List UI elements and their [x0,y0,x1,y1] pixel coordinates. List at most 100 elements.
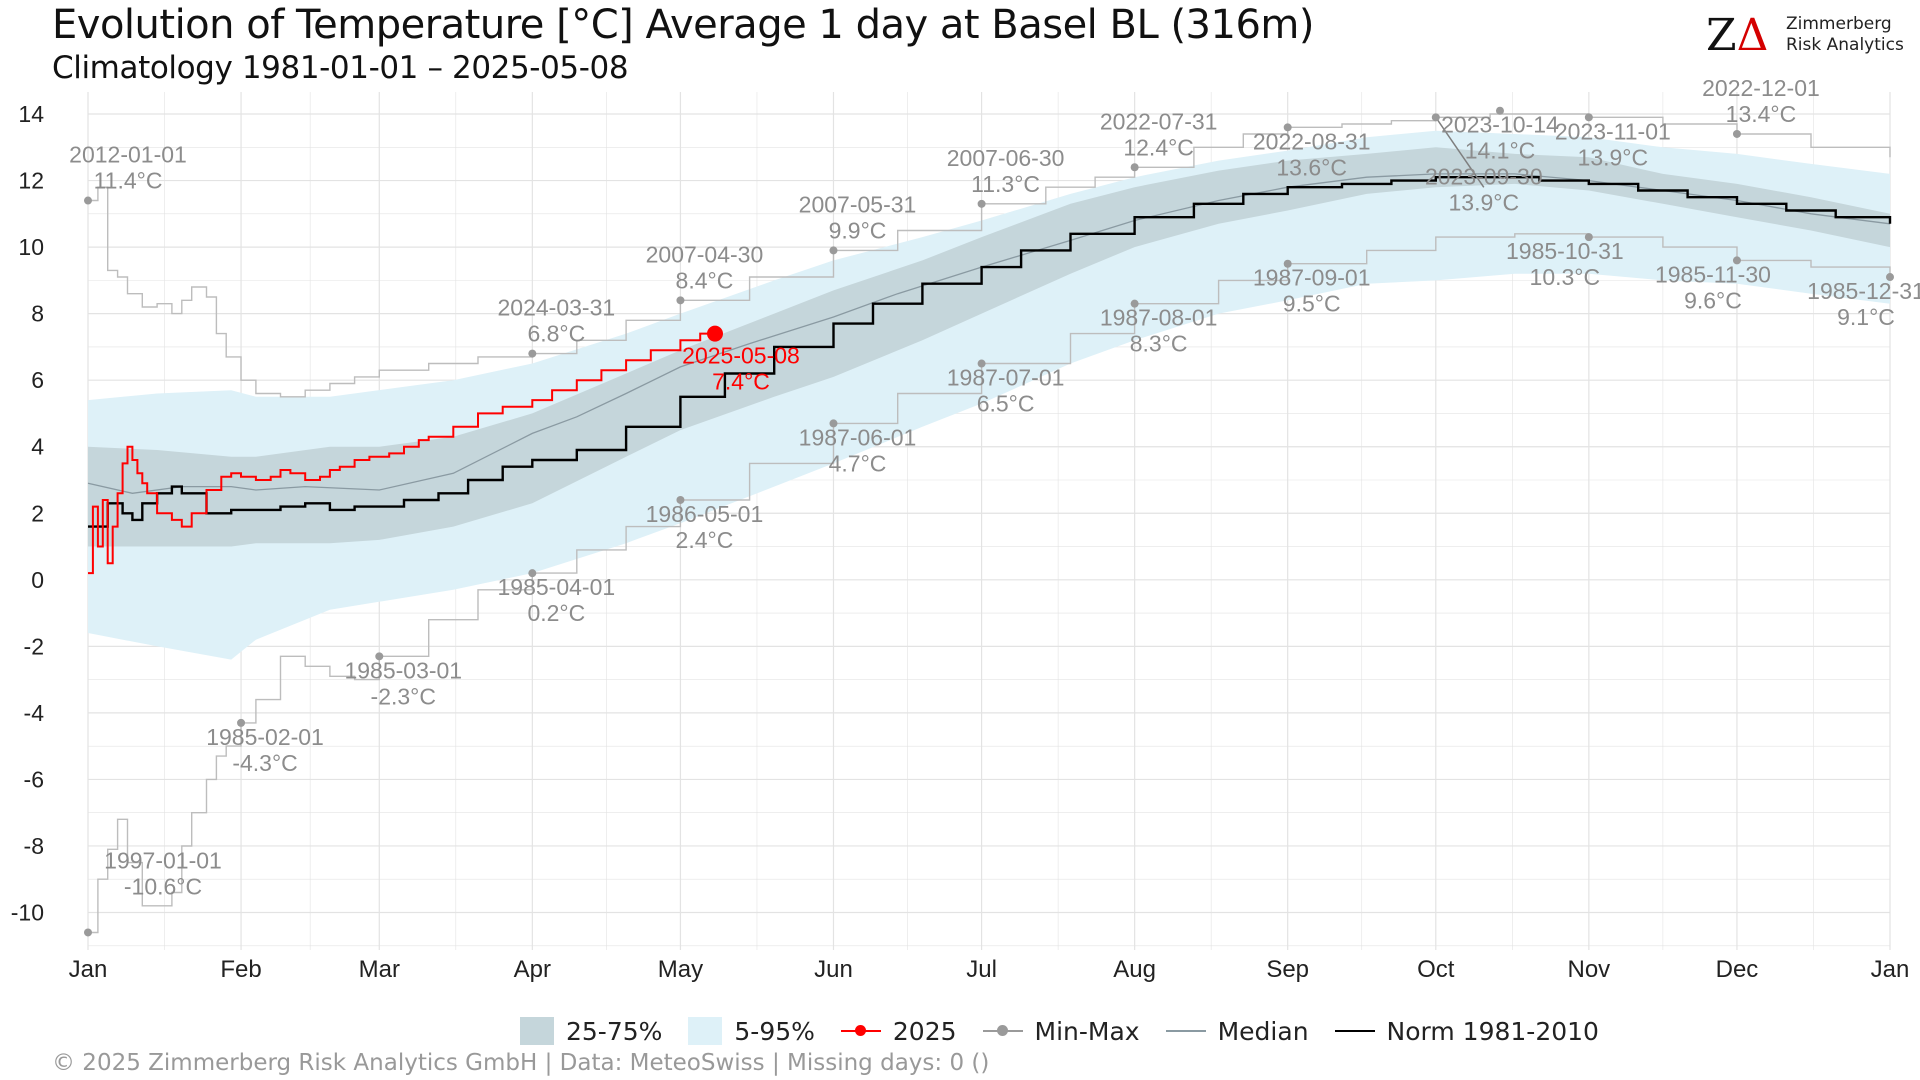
annotation-value: 2.4°C [676,527,734,553]
y-tick-label: 10 [18,234,44,260]
legend-label-median: Median [1217,1016,1309,1046]
legend-item-median: Median [1165,1016,1309,1046]
x-tick-label: Jan [69,956,108,983]
minmax-point [1283,123,1292,132]
x-tick-label: Nov [1568,956,1611,983]
minmax-point [1431,113,1440,122]
legend-item-norm: Norm 1981-2010 [1334,1016,1599,1046]
minmax-point [676,296,685,305]
annotation-date: 1997-01-01 [104,847,222,873]
legend-line-norm [1334,1021,1375,1041]
legend-line-current [840,1021,881,1041]
y-tick-label: -2 [24,633,44,659]
x-tick-label: May [658,956,703,983]
annotation-value: 4.7°C [829,450,887,476]
y-tick-label: -6 [24,766,44,792]
minmax-point [1584,233,1593,242]
y-tick-label: 2 [31,500,44,526]
annotation-date: 2007-05-31 [799,191,917,217]
minmax-point [829,246,838,255]
minmax-point [977,359,986,368]
annotation-value: 12.4°C [1123,134,1194,160]
chart-title: Evolution of Temperature [°C] Average 1 … [52,2,1314,48]
minmax-point [1732,256,1741,265]
minmax-point [1732,129,1741,138]
legend-line-median [1165,1021,1206,1041]
band-25-75% [88,147,1890,547]
annotation-value: 9.6°C [1684,287,1742,313]
legend-item-90: 5-95% [688,1017,815,1046]
legend-label-norm: Norm 1981-2010 [1386,1016,1599,1046]
y-tick-label: 8 [31,301,44,327]
annotation-value: 9.9°C [829,217,887,243]
logo-text: Zimmerberg Risk Analytics [1786,14,1904,56]
annotation-date: 1987-07-01 [947,365,1065,391]
annotation-date: 1986-05-01 [646,501,764,527]
annotation-date: 1985-10-31 [1506,238,1624,264]
minmax-point [528,349,537,358]
x-tick-label: Dec [1716,956,1759,983]
annotation-value: 6.5°C [977,391,1035,417]
legend-item-minmax: Min-Max [982,1017,1140,1046]
legend-line-minmax [982,1021,1023,1041]
annotation-value: 14.1°C [1465,138,1536,164]
annotation-value: -10.6°C [124,873,202,899]
logo-z: Z [1706,10,1737,61]
annotation-date: 2023-11-01 [1555,118,1671,144]
logo-line-2: Risk Analytics [1786,35,1904,55]
minmax-point [1283,259,1292,268]
current-point [706,325,723,342]
x-tick-label: Apr [514,956,551,983]
minmax-point [375,652,384,661]
minmax-point [1886,273,1894,282]
legend-item-current: 2025 [840,1016,957,1046]
minmax-point [84,196,92,205]
annotation-date: 1987-08-01 [1100,305,1218,331]
percentile-bands [88,130,1890,660]
annotation-value: -2.3°C [371,683,436,709]
annotation-date: 2023-10-14 [1441,112,1559,138]
annotation-value: 11.3°C [971,171,1040,197]
annotation-value: 13.9°C [1449,189,1520,215]
x-tick-label: Feb [220,956,261,983]
annotation-date: 1985-12-31 [1807,278,1920,304]
annotation-value: 9.1°C [1837,304,1895,330]
legend-item-iqr: 25-75% [520,1017,662,1046]
minmax-point [676,495,685,504]
legend-label-current: 2025 [892,1016,957,1046]
annotation-value: -4.3°C [232,750,297,776]
x-tick-label: Oct [1417,956,1455,983]
legend-label-iqr: 25-75% [566,1016,663,1046]
annotation-date: 2022-08-31 [1253,128,1371,154]
annotation-value: 0.2°C [527,600,585,626]
logo-delta: Δ [1736,10,1769,61]
annotation-date: 2024-03-31 [498,295,616,321]
y-tick-label: 4 [31,434,44,460]
annotation-date: 2022-07-31 [1100,108,1218,134]
chart-subtitle: Climatology 1981-01-01 – 2025-05-08 [52,50,629,86]
legend-label-90: 5-95% [734,1016,815,1046]
minmax-point [1495,106,1504,115]
series-lines [87,113,1892,934]
logo-mark-icon: ZΔ [1706,12,1768,60]
logo-line-1: Zimmerberg [1786,14,1892,34]
company-logo: ZΔ Zimmerberg Risk Analytics [1706,12,1906,62]
y-tick-label: 14 [18,101,44,127]
y-tick-label: 0 [31,567,44,593]
annotation-leader [1435,116,1485,188]
annotation-date: 2022-12-01 [1702,75,1820,101]
minmax-point [1584,113,1593,122]
annotation-date: 1985-03-01 [344,657,462,683]
annotation-value: 13.4°C [1726,101,1797,127]
minmax-point [1130,163,1139,172]
annotation-date: 2012-01-01 [69,142,187,168]
y-tick-label: 12 [18,168,44,194]
annotation-date: 1987-06-01 [799,424,917,450]
x-tick-label: Jan [1871,956,1910,983]
y-tick-label: -8 [24,833,44,859]
y-tick-label: -10 [11,900,44,926]
chart-legend: 25-75% 5-95% 2025 Min-Max Median Norm 19… [520,1015,1625,1047]
minmax-point [829,419,838,428]
legend-swatch-90 [688,1017,723,1045]
